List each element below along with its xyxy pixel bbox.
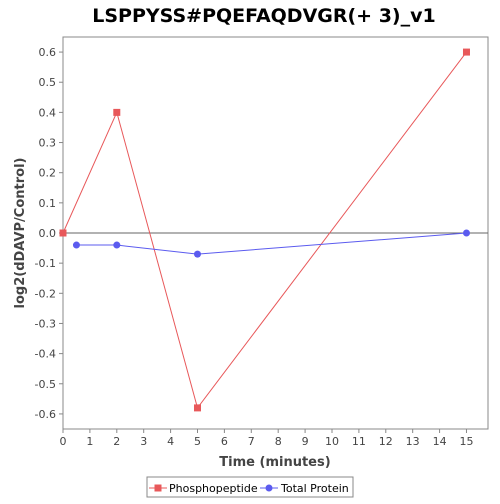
data-point-phosphopeptide (462, 48, 470, 56)
series-line-phosphopeptide (62, 51, 467, 410)
y-axis-label: log2(dDAVP/Control) (13, 158, 28, 309)
y-tick-label: -0.5 (35, 378, 56, 391)
legend-label-phosphopeptide: Phosphopeptide (169, 482, 258, 495)
x-tick-label: 11 (352, 435, 366, 448)
legend-item-total-protein: Total Protein (260, 482, 349, 495)
legend-box (146, 476, 354, 498)
x-tick-label: 1 (86, 435, 93, 448)
data-point-total-protein (193, 250, 201, 258)
data-point-phosphopeptide (59, 229, 67, 237)
data-point-total-protein (462, 229, 470, 237)
x-tick-label: 14 (433, 435, 447, 448)
y-tick-label: -0.3 (35, 317, 56, 330)
chart-title: LSPPYSS#PQEFAQDVGR(+ 3)_v1 (92, 5, 435, 27)
x-tick-label: 8 (275, 435, 282, 448)
legend-marker-phosphopeptide (154, 484, 162, 492)
y-tick-label: 0.2 (39, 167, 57, 180)
x-tick-label: 15 (459, 435, 473, 448)
x-tick-label: 7 (248, 435, 255, 448)
y-tick-label: -0.2 (35, 287, 56, 300)
y-tick-label: 0.6 (39, 46, 57, 59)
legend-marker-total-protein (265, 484, 273, 492)
x-tick-label: 10 (325, 435, 339, 448)
data-point-total-protein (72, 241, 80, 249)
data-point-total-protein (113, 241, 121, 249)
y-tick-label: 0.5 (39, 76, 57, 89)
x-tick-label: 3 (140, 435, 147, 448)
x-tick-label: 13 (406, 435, 420, 448)
legend-item-phosphopeptide: Phosphopeptide (149, 482, 258, 495)
y-tick-label: 0.4 (39, 106, 57, 119)
x-axis-label: Time (minutes) (219, 455, 330, 470)
y-tick-label: 0.3 (39, 137, 57, 150)
y-tick-label: -0.4 (35, 348, 56, 361)
x-tick-label: 6 (221, 435, 228, 448)
x-tick-label: 2 (113, 435, 120, 448)
data-point-phosphopeptide (193, 404, 201, 412)
x-tick-label: 9 (302, 435, 309, 448)
x-axis-ticks: 0 1 2 3 4 5 6 7 8 9 10 11 12 13 14 15 (60, 429, 473, 448)
x-tick-label: 5 (194, 435, 201, 448)
x-tick-label: 12 (379, 435, 393, 448)
series-layer (59, 48, 470, 412)
y-tick-label: 0.1 (39, 197, 57, 210)
y-tick-label: -0.1 (35, 257, 56, 270)
y-tick-label: -0.6 (35, 408, 56, 421)
x-tick-label: 0 (60, 435, 67, 448)
y-axis-ticks: -0.6 -0.5 -0.4 -0.3 -0.2 -0.1 0.0 0.1 0.2 0.3 0.4 0… (35, 46, 63, 421)
x-tick-label: 4 (167, 435, 174, 448)
data-point-phosphopeptide (113, 108, 121, 116)
y-tick-label: 0.0 (39, 227, 57, 240)
legend-label-total-protein: Total Protein (280, 482, 349, 495)
legend: Phosphopeptide Total Protein (146, 476, 354, 498)
series-line-total-protein (76, 232, 467, 255)
